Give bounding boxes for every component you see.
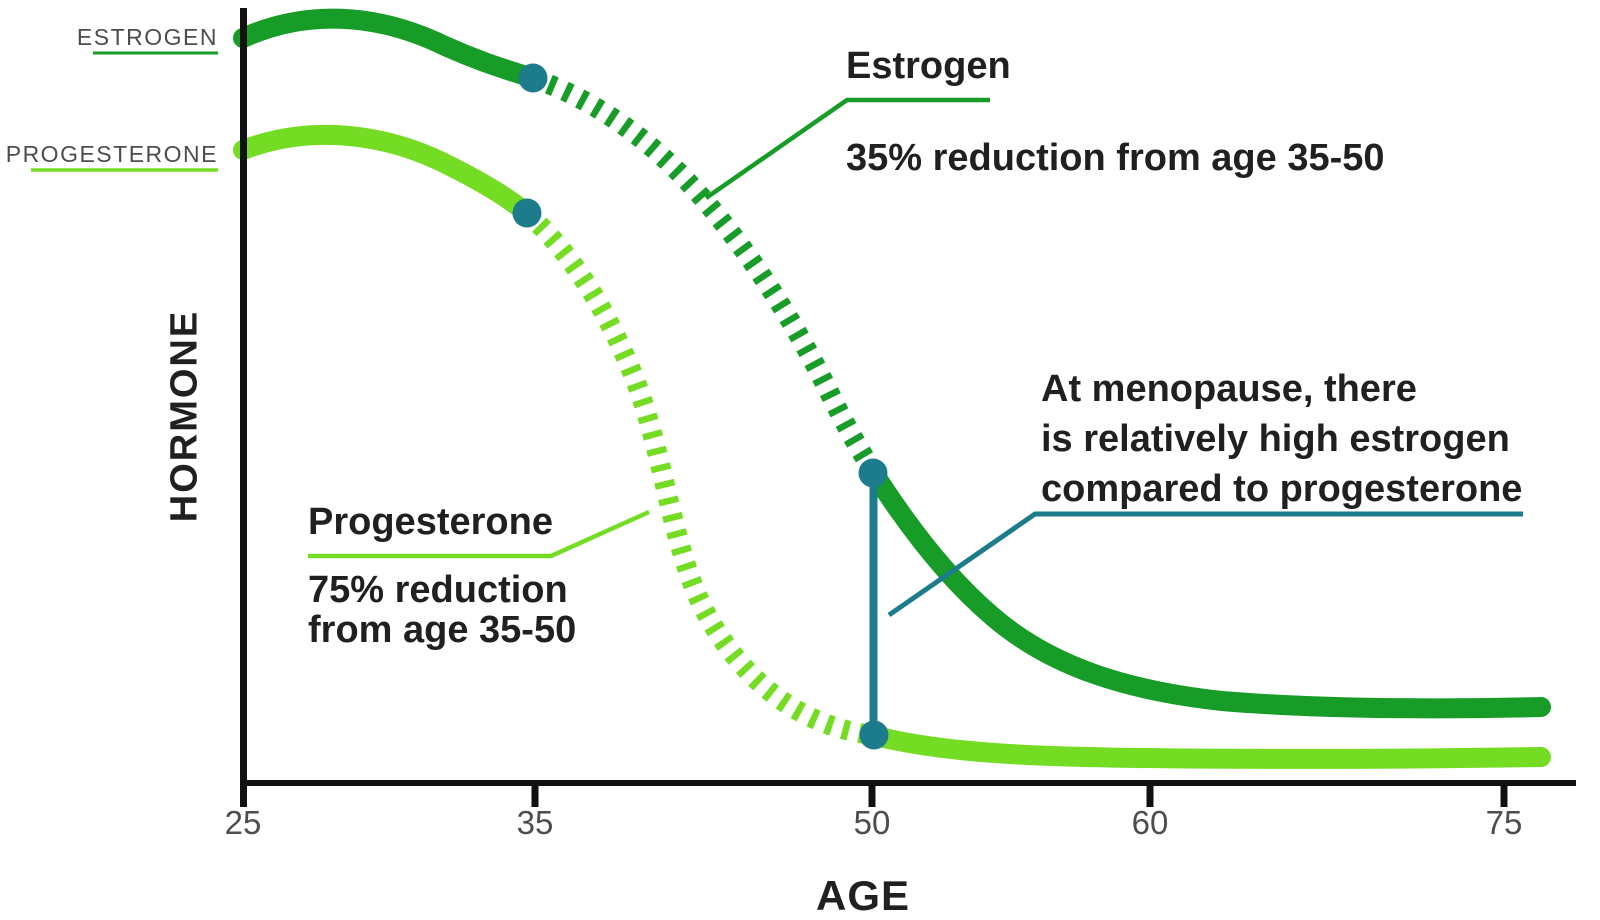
progesterone-callout-body-line2: from age 35-50 xyxy=(308,609,577,651)
progesterone-callout-leader-line xyxy=(308,509,650,559)
progesterone-callout-title: Progesterone xyxy=(308,501,553,543)
menopause-callout-leader-line xyxy=(887,511,1523,618)
menopause-callout-line2: is relatively high estrogen xyxy=(1041,418,1510,460)
marker-dot-progesterone-age-50 xyxy=(859,720,889,750)
estrogen-curve-dashed-35-50 xyxy=(529,68,882,477)
x-tick-label-50: 50 xyxy=(853,804,891,841)
x-tick-label-75: 75 xyxy=(1485,804,1523,841)
estrogen-curve-solid-50-78 xyxy=(869,471,1551,719)
marker-dot-estrogen-age-50 xyxy=(858,458,888,488)
x-tick-label-60: 60 xyxy=(1131,804,1169,841)
progesterone-curve-solid-25-35 xyxy=(233,124,534,221)
chart-canvas xyxy=(31,8,1576,807)
menopause-callout-line1: At menopause, there xyxy=(1041,368,1417,410)
hormone-age-chart: ESTROGEN PROGESTERONE HORMONE AGE 25 35 … xyxy=(5,8,1576,919)
x-tick-label-25: 25 xyxy=(224,804,262,841)
estrogen-legend-label: ESTROGEN xyxy=(76,24,218,50)
progesterone-callout-body-line1: 75% reduction xyxy=(308,569,568,611)
x-axis-title: AGE xyxy=(815,872,911,919)
progesterone-legend-label: PROGESTERONE xyxy=(5,141,218,167)
estrogen-callout-body: 35% reduction from age 35-50 xyxy=(846,137,1385,179)
progesterone-curve-solid-50-78 xyxy=(870,727,1551,769)
estrogen-callout-title: Estrogen xyxy=(846,45,1011,87)
marker-dot-progesterone-age-35 xyxy=(512,198,542,228)
progesterone-curve-dashed-35-50 xyxy=(520,205,873,745)
estrogen-curve-solid-25-35 xyxy=(233,8,542,88)
y-axis-title: HORMONE xyxy=(163,309,206,523)
marker-dot-estrogen-age-35 xyxy=(518,63,548,93)
x-tick-label-35: 35 xyxy=(516,804,554,841)
menopause-callout-line3: compared to progesterone xyxy=(1041,468,1523,510)
estrogen-callout-leader-line xyxy=(704,97,990,200)
